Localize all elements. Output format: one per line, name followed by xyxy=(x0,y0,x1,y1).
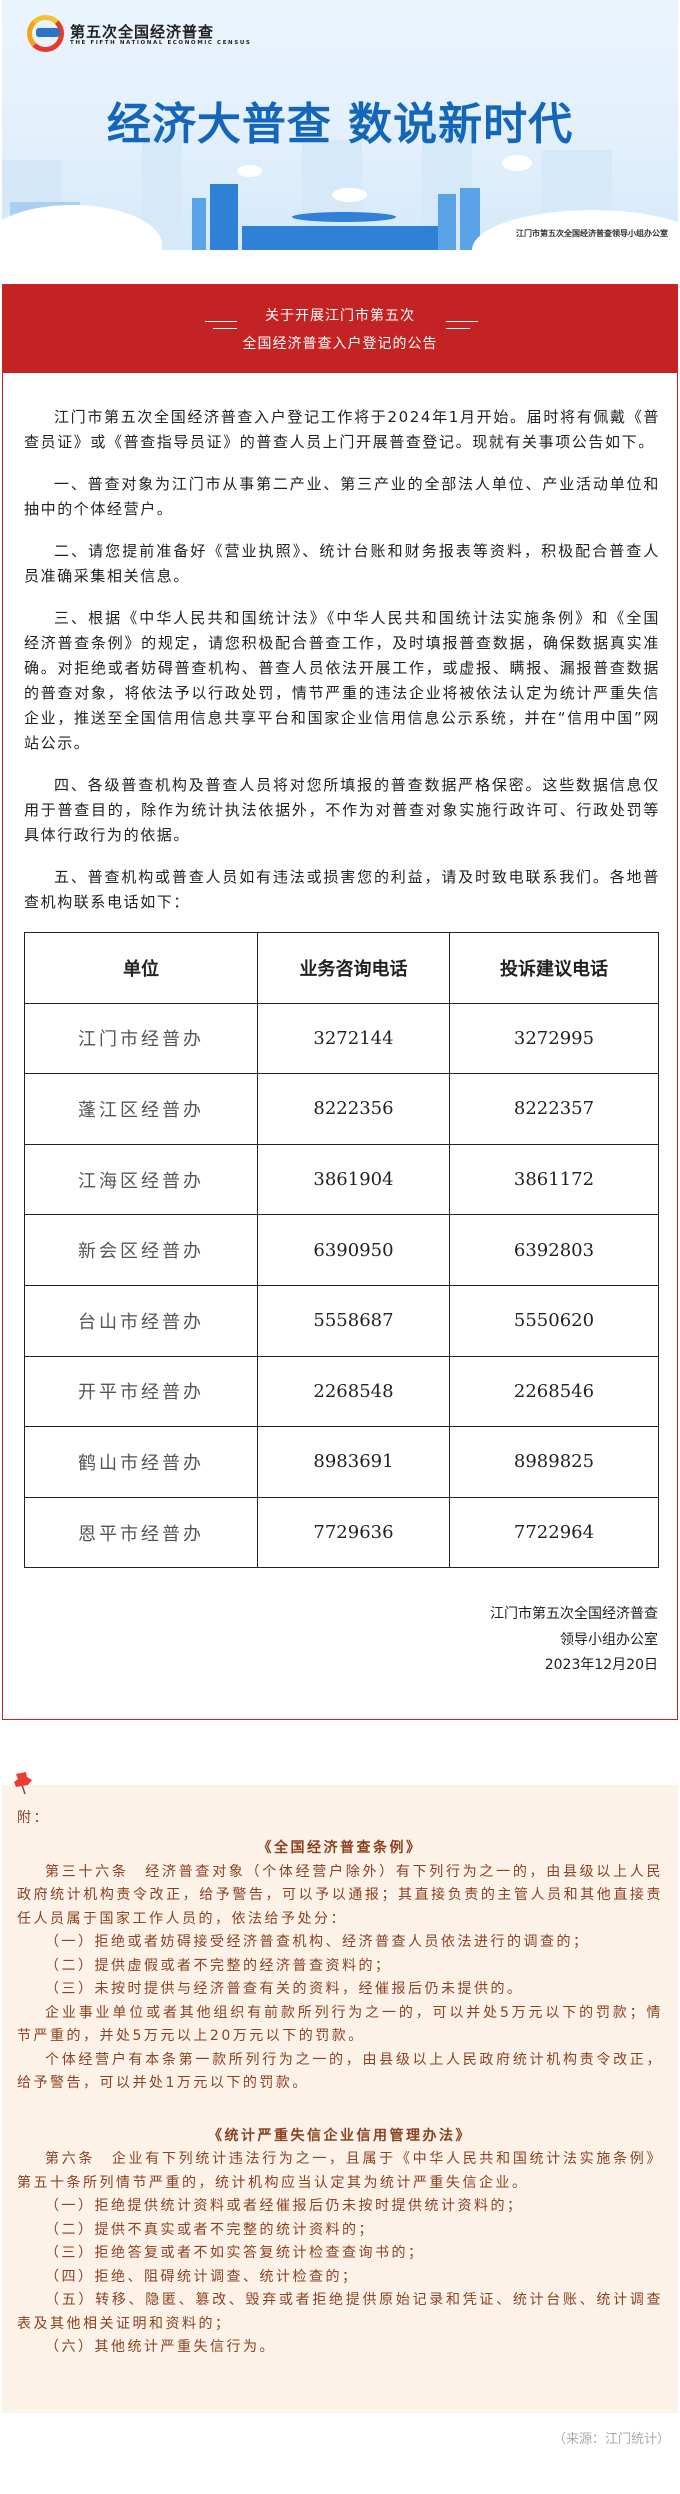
decor-line xyxy=(213,328,237,329)
signature-date: 2023年12月20日 xyxy=(544,1657,658,1674)
law1-article: 第三十六条 经济普查对象（个体经营户除外）有下列行为之一的，由县级以上人民政府统… xyxy=(17,1863,663,1927)
header-unit: 单位 xyxy=(24,932,258,1004)
cell-consult-phone: 6390950 xyxy=(257,1214,450,1286)
cell-consult-phone: 8983691 xyxy=(257,1426,450,1498)
law2-item: （一）拒绝提供统计资料或者经催报后仍未按时提供统计资料的； xyxy=(45,2198,524,2215)
law1-item: （二）提供虚假或者不完整的经济普查资料的； xyxy=(45,1957,392,1974)
source-note: （来源：江门统计） xyxy=(552,2431,670,2447)
law1-paragraph: 个体经营户有本条第一款所列行为之一的，由县级以上人民政府统计机构责令改正，给予警… xyxy=(17,2051,663,2092)
cell-unit: 蓬江区经普办 xyxy=(24,1073,258,1145)
cell-consult-phone: 5558687 xyxy=(257,1284,450,1357)
cell-unit: 江海区经普办 xyxy=(24,1143,258,1216)
cell-complaint-phone: 5550620 xyxy=(449,1284,659,1357)
signature-org: 江门市第五次全国经济普查 xyxy=(490,1606,658,1623)
cell-consult-phone: 2268548 xyxy=(257,1355,450,1428)
logo-subtitle: THE FIFTH NATIONAL ECONOMIC CENSUS xyxy=(70,40,252,46)
notice-body: 江门市第五次全国经济普查入户登记工作将于2024年1月开始。届时将有佩戴《普查员… xyxy=(24,405,660,915)
notice-header: 关于开展江门市第五次 全国经济普查入户登记的公告 xyxy=(3,285,677,373)
table-row: 开平市经普办 2268548 2268546 xyxy=(24,1355,659,1428)
cell-complaint-phone: 8989825 xyxy=(449,1426,659,1498)
banner: 第五次全国经济普查 THE FIFTH NATIONAL ECONOMIC CE… xyxy=(2,0,678,250)
cell-unit: 台山市经普办 xyxy=(24,1284,258,1357)
table-row: 蓬江区经普办 8222356 8222357 xyxy=(24,1073,659,1145)
law2-item: （三）拒绝答复或者不如实答复统计检查查询书的； xyxy=(45,2245,425,2262)
census-logo-icon xyxy=(27,15,64,52)
header-consult-phone: 业务咨询电话 xyxy=(257,932,450,1004)
cell-complaint-phone: 3861172 xyxy=(449,1143,659,1216)
paragraph: 二、请您提前准备好《营业执照》、统计台账和财务报表等资料，积极配合普查人员准确采… xyxy=(24,542,660,585)
cell-complaint-phone: 2268546 xyxy=(449,1355,659,1428)
cell-complaint-phone: 7722964 xyxy=(449,1496,659,1569)
paragraph: 五、普查机构或普查人员如有违法或损害您的利益，请及时致电联系我们。各地普查机构联… xyxy=(24,868,660,911)
appendix: 附： 《全国经济普查条例》 第三十六条 经济普查对象（个体经营户除外）有下列行为… xyxy=(2,1784,678,2413)
cell-consult-phone: 3272144 xyxy=(257,1002,450,1075)
cell-complaint-phone: 3272995 xyxy=(449,1002,659,1075)
census-logo-mark xyxy=(36,28,60,37)
law1-item: （三）未按时提供与经济普查有关的资料，经催报后仍未提供的。 xyxy=(45,1981,524,1998)
decor-line xyxy=(446,328,470,329)
logo-title: 第五次全国经济普查 xyxy=(70,23,215,41)
paragraph: 四、各级普查机构及普查人员将对您所填报的普查数据严格保密。这些数据信息仅用于普查… xyxy=(24,776,660,844)
law2-title: 《统计严重失信企业信用管理办法》 xyxy=(208,2127,472,2144)
cell-consult-phone: 7729636 xyxy=(257,1496,450,1569)
table-row: 恩平市经普办 7729636 7722964 xyxy=(24,1496,659,1569)
law1-title: 《全国经济普查条例》 xyxy=(257,1840,423,1857)
law2-item: （五）转移、隐匿、篡改、毁弃或者拒绝提供原始记录和凭证、统计台账、统计调查表及其… xyxy=(17,2292,663,2332)
paragraph: 江门市第五次全国经济普查入户登记工作将于2024年1月开始。届时将有佩戴《普查员… xyxy=(24,408,660,451)
cell-consult-phone: 8222356 xyxy=(257,1073,450,1145)
table-row: 台山市经普办 5558687 5550620 xyxy=(24,1284,659,1357)
cell-unit: 江门市经普办 xyxy=(24,1002,258,1075)
notice-title-line1: 关于开展江门市第五次 xyxy=(265,308,415,324)
law2-item: （二）提供不真实或者不完整的统计资料的； xyxy=(45,2221,375,2238)
law2-item: （六）其他统计严重失信行为。 xyxy=(45,2339,276,2356)
pin-area xyxy=(0,1720,680,1795)
signature-office: 领导小组办公室 xyxy=(560,1631,658,1648)
law1-paragraph: 企业事业单位或者其他组织有前款所列行为之一的，可以并处5万元以下的罚款；情节严重… xyxy=(17,2004,663,2045)
law2-article: 第六条 企业有下列统计违法行为之一，且属于《中华人民共和国统计法实施条例》第五十… xyxy=(17,2151,663,2191)
paragraph: 一、普查对象为江门市从事第二产业、第三产业的全部法人单位、产业活动单位和抽中的个… xyxy=(24,475,660,518)
decor-line xyxy=(205,321,237,322)
banner-org: 江门市第五次全国经济普查领导小组办公室 xyxy=(516,229,668,238)
cell-unit: 开平市经普办 xyxy=(24,1355,258,1428)
cell-unit: 新会区经普办 xyxy=(24,1214,258,1286)
cell-consult-phone: 3861904 xyxy=(257,1143,450,1216)
paragraph: 三、根据《中华人民共和国统计法》《中华人民共和国统计法实施条例》和《全国经济普查… xyxy=(24,609,660,752)
decor-line xyxy=(446,321,478,322)
notice-title-line2: 全国经济普查入户登记的公告 xyxy=(242,336,438,352)
table-header-row: 单位 业务咨询电话 投诉建议电话 xyxy=(24,932,659,1004)
table-row: 江门市经普办 3272144 3272995 xyxy=(24,1002,659,1075)
table-row: 江海区经普办 3861904 3861172 xyxy=(24,1143,659,1216)
banner-title: 经济大普查 数说新时代 xyxy=(106,99,574,150)
cell-unit: 鹤山市经普办 xyxy=(24,1426,258,1498)
appendix-label: 附： xyxy=(17,1809,50,1826)
cell-complaint-phone: 8222357 xyxy=(449,1073,659,1145)
table-row: 鹤山市经普办 8983691 8989825 xyxy=(24,1426,659,1498)
table-row: 新会区经普办 6390950 6392803 xyxy=(24,1214,659,1286)
cell-unit: 恩平市经普办 xyxy=(24,1496,258,1569)
header-complaint-phone: 投诉建议电话 xyxy=(449,932,659,1004)
law2-item: （四）拒绝、阻碍统计调查、统计检查的； xyxy=(45,2268,359,2285)
signature: 江门市第五次全国经济普查 领导小组办公室 2023年12月20日 xyxy=(3,1602,658,1679)
pushpin-icon xyxy=(14,1771,32,1795)
cell-complaint-phone: 6392803 xyxy=(449,1214,659,1286)
notice-card: 关于开展江门市第五次 全国经济普查入户登记的公告 江门市第五次全国经济普查入户登… xyxy=(2,284,678,1720)
law1-item: （一）拒绝或者妨碍接受经济普查机构、经济普查人员依法进行的调查的； xyxy=(45,1934,590,1951)
contact-phone-table: 单位 业务咨询电话 投诉建议电话 江门市经普办 3272144 3272995 蓬江区… xyxy=(24,932,659,1569)
